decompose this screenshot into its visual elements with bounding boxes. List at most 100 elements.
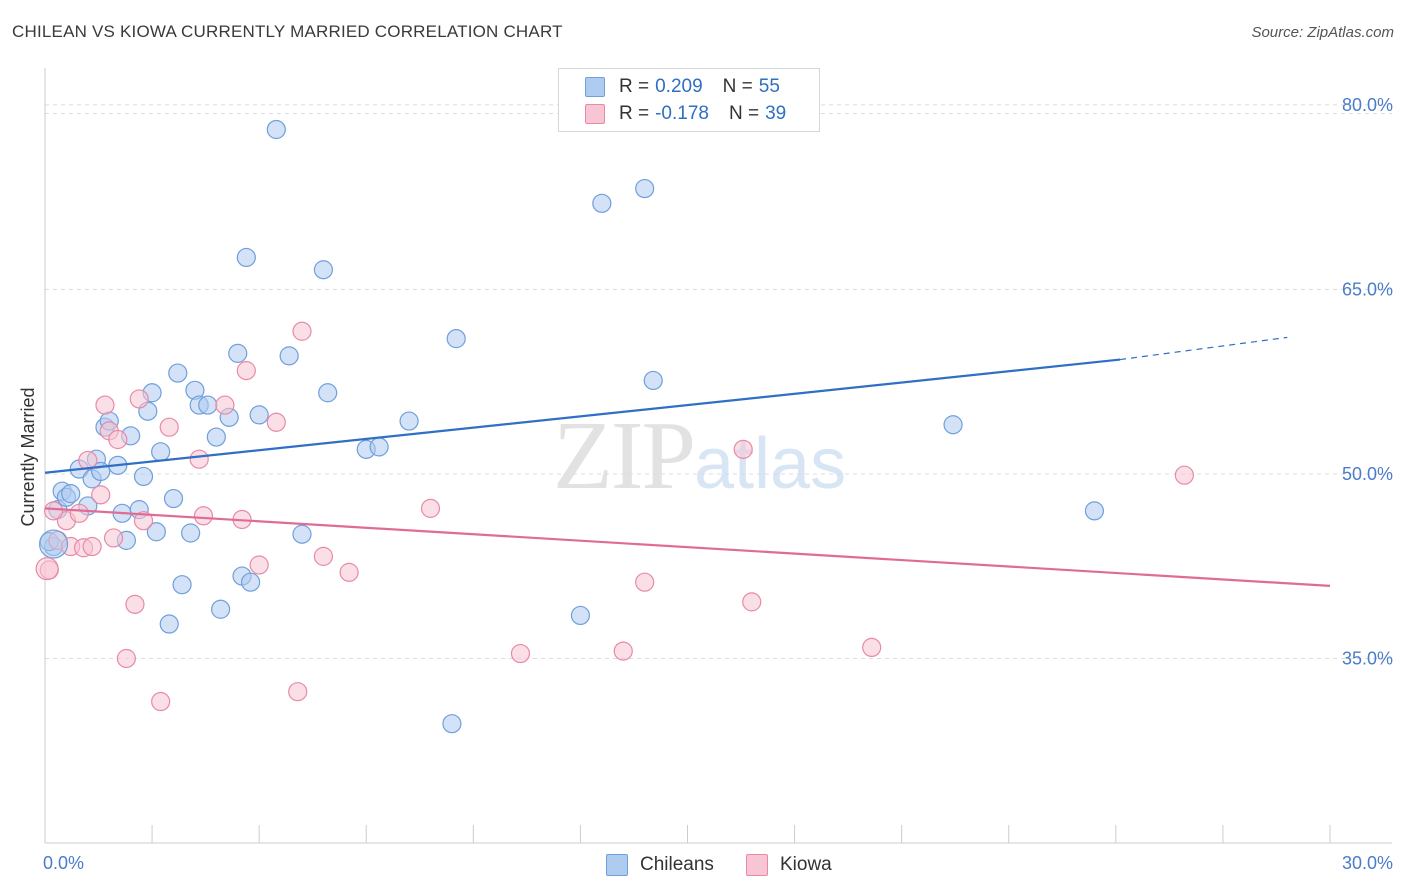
point-chileans <box>249 405 269 425</box>
y-axis-label: Currently Married <box>18 387 38 526</box>
bottom-legend-swatch-kiowa <box>746 854 768 876</box>
point-kiowa <box>292 321 312 341</box>
point-kiowa <box>613 641 633 661</box>
point-kiowa <box>249 555 269 575</box>
point-chileans <box>241 572 261 592</box>
point-kiowa <box>288 682 308 702</box>
point-kiowa <box>510 643 531 664</box>
point-kiowa <box>635 572 655 592</box>
legend-r-label: R = <box>619 103 650 124</box>
point-chileans <box>592 193 612 213</box>
point-kiowa <box>236 361 256 381</box>
bottom-legend-label-kiowa: Kiowa <box>780 854 832 875</box>
point-kiowa <box>78 450 98 471</box>
y-tick-label: 35.0% <box>1342 648 1393 668</box>
watermark-zip: ZIP <box>553 402 696 510</box>
bottom-legend-label-chileans: Chileans <box>640 854 714 875</box>
point-chileans <box>61 484 81 504</box>
point-kiowa-cluster <box>35 557 59 581</box>
legend-r-value: -0.178 <box>655 103 709 124</box>
source-label: Source: ZipAtlas.com <box>1251 24 1394 41</box>
x-tick-label-min: 0.0% <box>43 853 84 873</box>
legend-n-value: 55 <box>758 76 780 97</box>
legend-swatch-kiowa <box>585 104 605 124</box>
legend-n-value: 39 <box>765 103 787 124</box>
point-chileans <box>163 488 184 509</box>
point-chileans <box>159 614 179 634</box>
point-kiowa <box>159 417 179 437</box>
bottom-legend-chileans: Chileans <box>606 852 714 878</box>
point-chileans <box>211 599 231 619</box>
point-kiowa <box>82 536 102 557</box>
trend-line-kiowa <box>44 507 1331 587</box>
chart-title: CHILEAN VS KIOWA CURRENTLY MARRIED CORRE… <box>12 22 563 41</box>
point-kiowa <box>742 592 762 612</box>
point-kiowa <box>108 429 128 450</box>
watermark: ZIPatlas <box>553 400 846 512</box>
point-chileans-cluster <box>38 529 69 559</box>
point-chileans <box>446 329 466 349</box>
axes <box>44 68 1392 844</box>
legend-n-label: N = <box>722 76 753 97</box>
point-chileans <box>369 437 389 457</box>
legend-row-kiowa: R = -0.178 N = 39 <box>585 102 786 126</box>
trend-line-chileans <box>44 358 1121 474</box>
point-kiowa <box>91 485 111 505</box>
point-chileans <box>236 247 256 268</box>
legend-r-value: 0.209 <box>655 76 703 97</box>
point-chileans <box>399 411 419 431</box>
y-tick-label: 80.0% <box>1342 95 1393 115</box>
point-chileans <box>181 523 201 543</box>
point-kiowa <box>215 395 235 415</box>
point-chileans <box>228 343 248 363</box>
point-chileans <box>643 370 663 391</box>
bottom-legend-swatch-chileans <box>606 854 628 876</box>
point-kiowa <box>133 511 154 531</box>
y-tick-label: 65.0% <box>1342 279 1393 299</box>
point-kiowa <box>1174 465 1194 485</box>
point-kiowa <box>313 546 334 566</box>
y-tick-label: 50.0% <box>1342 464 1393 484</box>
bottom-legend-kiowa: Kiowa <box>746 852 832 878</box>
point-kiowa <box>151 691 171 712</box>
point-chileans <box>313 260 334 280</box>
point-chileans <box>266 119 286 140</box>
trend-line-ext-chileans <box>1120 336 1288 361</box>
tick-labels: 35.0% 50.0% 65.0% 80.0% 0.0% 30.0% <box>43 95 1393 873</box>
point-kiowa <box>266 412 286 432</box>
point-kiowa <box>129 389 149 409</box>
point-chileans <box>442 714 462 734</box>
point-kiowa <box>420 498 441 518</box>
legend-row-chileans: R = 0.209 N = 55 <box>585 75 780 99</box>
point-kiowa <box>189 449 209 469</box>
point-kiowa <box>69 503 89 523</box>
point-chileans <box>1084 501 1105 521</box>
point-chileans <box>943 415 963 435</box>
watermark-atlas: atlas <box>694 424 847 504</box>
point-kiowa <box>116 648 136 669</box>
correlation-legend: R = 0.209 N = 55 R = -0.178 N = 39 <box>558 68 820 132</box>
point-chileans <box>635 178 655 199</box>
legend-n-label: N = <box>728 103 760 124</box>
point-kiowa <box>339 562 359 582</box>
point-kiowa <box>95 395 115 415</box>
point-chileans <box>570 605 591 626</box>
point-chileans <box>172 575 192 595</box>
point-chileans <box>146 522 166 542</box>
legend-r-label: R = <box>619 76 650 97</box>
trend-lines <box>44 336 1331 587</box>
point-chileans <box>198 395 218 415</box>
point-chileans <box>318 383 338 403</box>
point-chileans <box>292 524 312 544</box>
point-kiowa <box>193 506 214 526</box>
point-kiowa <box>125 594 145 614</box>
point-kiowa <box>43 501 64 521</box>
point-chileans <box>279 346 299 366</box>
point-kiowa <box>103 528 124 548</box>
data-points <box>35 119 1194 734</box>
x-tick-label-max: 30.0% <box>1342 853 1393 873</box>
legend-swatch-chileans <box>585 77 605 97</box>
point-chileans <box>206 427 226 447</box>
point-chileans <box>168 363 188 383</box>
